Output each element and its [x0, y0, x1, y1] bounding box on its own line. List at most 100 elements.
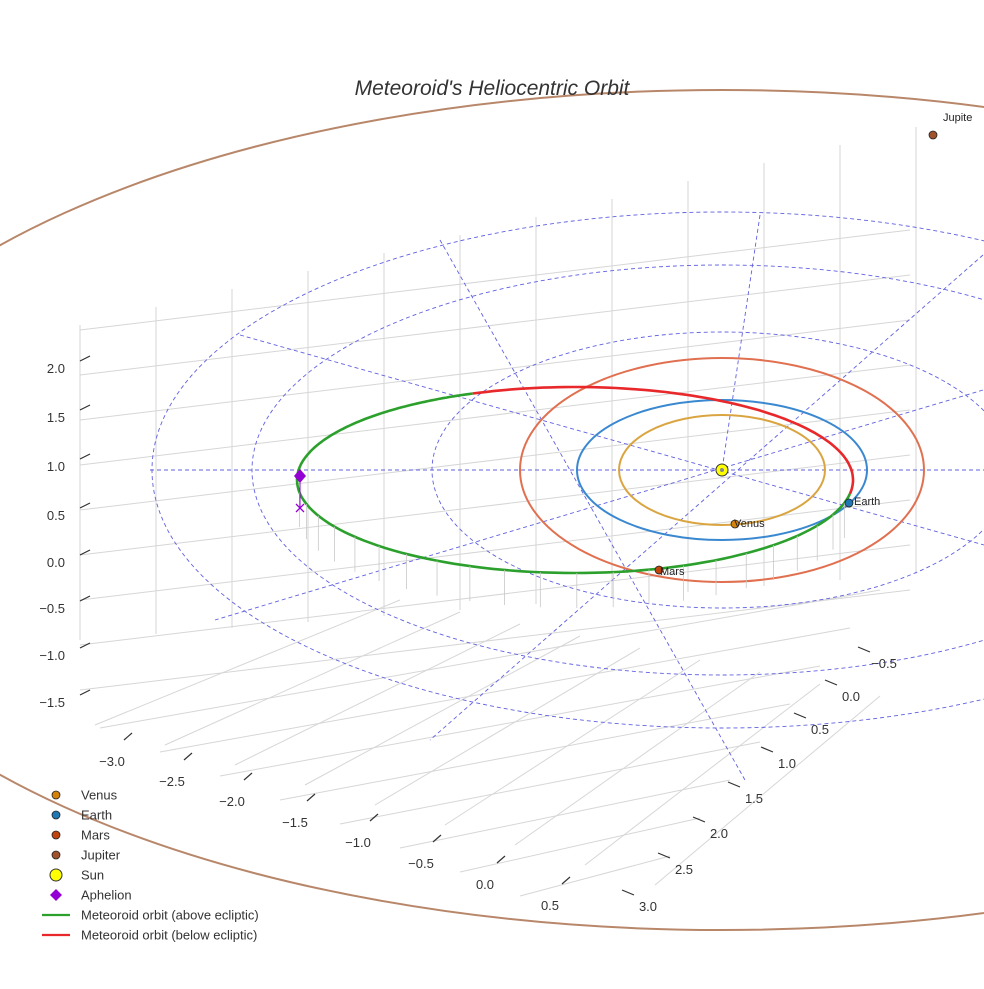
ecliptic-spoke: [239, 334, 984, 546]
x-tick-mark: [432, 834, 442, 843]
y-tick-mark: [692, 816, 706, 823]
grid-line: [79, 364, 911, 466]
x-tick-label: −0.5: [408, 856, 434, 871]
y-tick-label: 2.0: [710, 826, 728, 841]
z-tick-mark: [79, 453, 91, 460]
legend-label: Jupiter: [81, 848, 121, 863]
meteoroid-orbit-below: [472, 385, 855, 495]
ecliptic-spoke: [439, 239, 746, 781]
legend-symbol: [50, 889, 62, 901]
legend-symbol: [51, 850, 61, 860]
legend-label: Meteoroid orbit (above ecliptic): [81, 908, 259, 923]
grid-line: [79, 274, 911, 376]
x-tick-label: −1.5: [282, 815, 308, 830]
grid-line: [339, 741, 761, 825]
mars-label: Mars: [660, 566, 685, 578]
z-tick-mark: [79, 404, 91, 411]
grid-line: [279, 703, 791, 801]
grid-line: [79, 589, 911, 691]
z-tick-label: 1.5: [47, 410, 65, 425]
y-tick-label: 0.0: [842, 689, 860, 704]
z-tick-label: 2.0: [47, 361, 65, 376]
x-tick-mark: [306, 793, 316, 802]
legend-symbol: [51, 790, 61, 800]
y-tick-mark: [824, 679, 838, 686]
y-tick-mark: [657, 852, 671, 859]
y-tick-label: 3.0: [639, 899, 657, 914]
y-tick-label: 0.5: [811, 722, 829, 737]
mars-orbit: [519, 357, 925, 583]
legend: Venus Earth Mars Jupiter Sun Aphelion Meteoroi…: [42, 788, 259, 943]
ecliptic-spoke: [429, 254, 984, 741]
legend-label: Meteoroid orbit (below ecliptic): [81, 928, 257, 943]
z-tick-mark: [79, 549, 91, 556]
ecliptic-spoke: [721, 214, 761, 471]
y-tick-label: 2.5: [675, 862, 693, 877]
legend-label: Mars: [81, 828, 110, 843]
chart-title: Meteoroid's Heliocentric Orbit: [355, 77, 631, 100]
grid-line: [94, 599, 401, 726]
ecliptic-spoke: [214, 389, 984, 621]
grid-line: [79, 409, 911, 511]
grid-line: [444, 659, 701, 826]
grid-line: [164, 611, 461, 746]
grid-line: [234, 623, 521, 766]
y-tick-mark: [857, 646, 871, 653]
z-tick-label: −1.5: [39, 695, 65, 710]
grid-line: [79, 319, 911, 421]
y-tick-label: −0.5: [871, 656, 897, 671]
earth-marker: [844, 498, 854, 508]
y-tick-mark: [621, 889, 635, 896]
jupiter-marker: [928, 130, 938, 140]
x-tick-label: −3.0: [99, 754, 125, 769]
grid-line: [79, 499, 911, 601]
grid-line: [654, 695, 881, 886]
y-tick-mark: [760, 746, 774, 753]
sun-core: [720, 468, 724, 472]
grid-line: [79, 544, 911, 646]
grid-line: [99, 589, 881, 729]
z-tick-label: −0.5: [39, 601, 65, 616]
x-tick-mark: [243, 772, 253, 781]
legend-label: Sun: [81, 868, 104, 883]
x-tick-mark: [123, 732, 133, 741]
meteoroid-orbit-above: [295, 392, 473, 480]
axis-ticks: 2.0 1.5 1.0 0.5 0.0 −0.5 −1.0 −1.5 −3.0 −2.5 −2.0 −…: [39, 355, 897, 914]
grid-line: [79, 229, 911, 331]
y-tick-mark: [793, 712, 807, 719]
x-tick-label: 0.0: [476, 877, 494, 892]
grid-line: [79, 454, 911, 556]
z-tick-mark: [79, 502, 91, 509]
z-tick-label: 1.0: [47, 459, 65, 474]
x-tick-label: −2.5: [159, 774, 185, 789]
planet-orbits: [0, 89, 984, 931]
z-tick-mark: [79, 642, 91, 649]
legend-label: Venus: [81, 788, 118, 803]
x-tick-mark: [496, 855, 506, 864]
z-tick-label: 0.5: [47, 508, 65, 523]
ecliptic-polar-grid: [150, 211, 984, 781]
grid-line: [399, 779, 731, 849]
aphelion-projection: [295, 503, 305, 513]
body-markers: Venus Earth Mars Jupite: [294, 112, 972, 578]
z-tick-label: −1.0: [39, 648, 65, 663]
x-tick-label: −2.0: [219, 794, 245, 809]
venus-orbit: [618, 414, 826, 526]
legend-label: Aphelion: [81, 888, 132, 903]
mars-marker: [654, 565, 664, 575]
z-tick-mark: [79, 355, 91, 362]
earth-label: Earth: [854, 496, 880, 508]
jupiter-label: Jupite: [943, 112, 972, 124]
meteoroid-orbit: [295, 385, 855, 608]
venus-label: Venus: [734, 518, 765, 530]
y-tick-label: 1.5: [745, 791, 763, 806]
z-tick-label: 0.0: [47, 555, 65, 570]
z-tick-mark: [79, 595, 91, 602]
meteoroid-orbit-above: [295, 479, 852, 575]
grid-line: [304, 635, 581, 786]
y-tick-mark: [727, 781, 741, 788]
jupiter-orbit: [0, 89, 984, 931]
y-tick-label: 1.0: [778, 756, 796, 771]
